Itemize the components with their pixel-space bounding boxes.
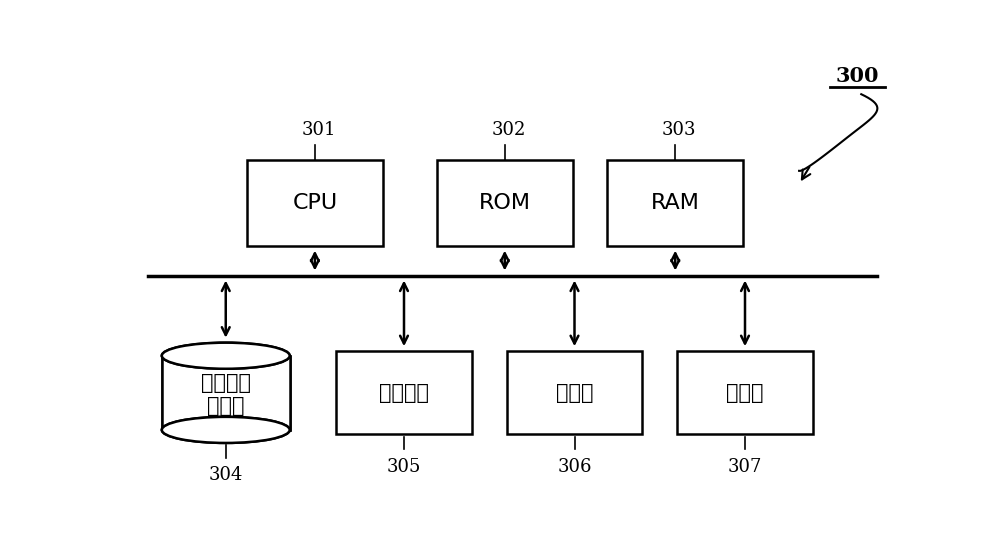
Text: CPU: CPU (292, 193, 337, 213)
Text: 305: 305 (387, 458, 421, 476)
Ellipse shape (162, 417, 290, 443)
Text: 304: 304 (209, 466, 243, 484)
Bar (677, 351, 813, 434)
Bar (607, 160, 743, 245)
Text: RAM: RAM (651, 193, 700, 213)
Text: 300: 300 (836, 66, 879, 86)
Ellipse shape (162, 343, 290, 369)
Text: 306: 306 (557, 458, 592, 476)
Bar (507, 351, 642, 434)
Text: 显示部: 显示部 (726, 383, 764, 403)
Text: 网络接口: 网络接口 (379, 383, 429, 403)
Text: 303: 303 (662, 121, 696, 140)
Bar (162, 356, 290, 430)
Bar (336, 351, 472, 434)
Bar (437, 160, 573, 245)
Ellipse shape (162, 343, 290, 369)
Bar (247, 160, 383, 245)
Text: 301: 301 (302, 121, 336, 140)
Ellipse shape (162, 417, 290, 443)
Text: 输入部: 输入部 (556, 383, 593, 403)
Text: 307: 307 (728, 458, 762, 476)
Bar (162, 356, 290, 430)
Text: 非易失性
存储器: 非易失性 存储器 (201, 372, 251, 416)
Text: 302: 302 (491, 121, 526, 140)
Text: ROM: ROM (479, 193, 531, 213)
